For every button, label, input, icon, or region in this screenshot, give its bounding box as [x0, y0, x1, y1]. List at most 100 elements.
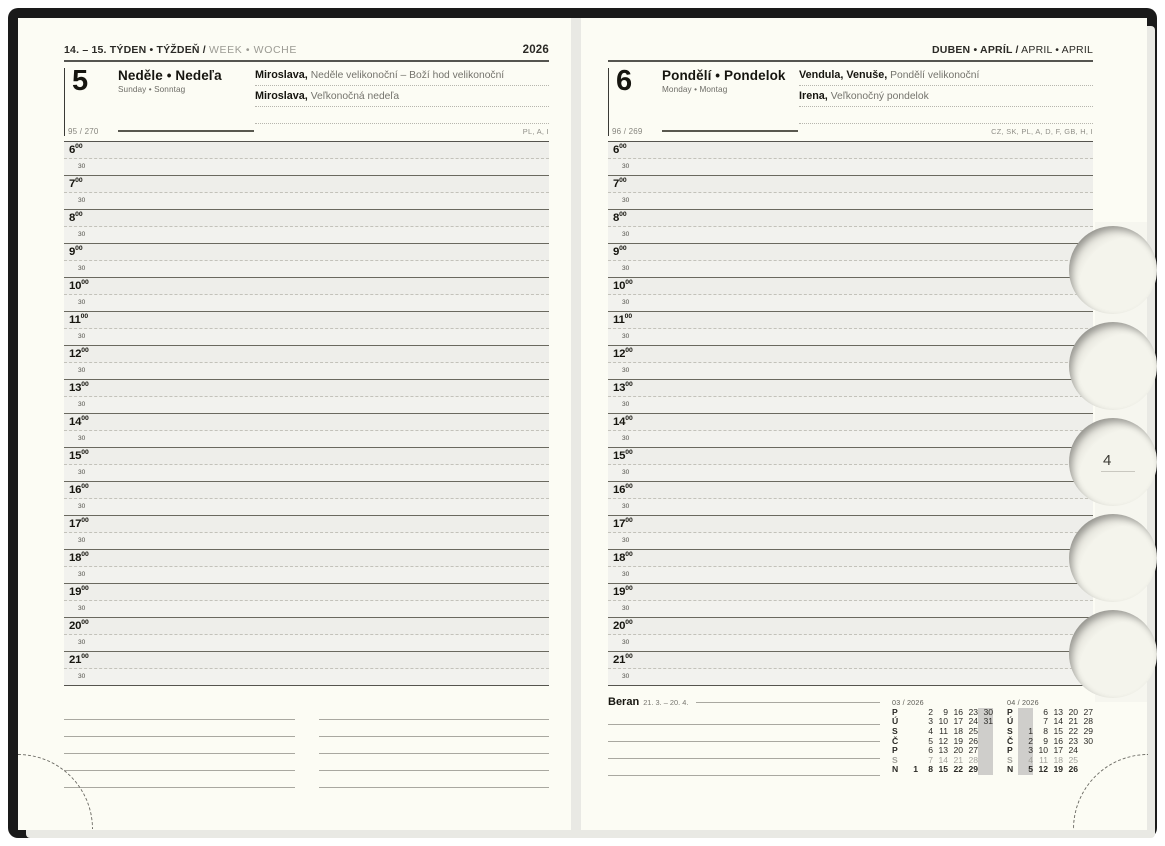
calendar-day[interactable]: 14 — [1053, 716, 1063, 727]
calendar-day[interactable]: 1 — [1028, 725, 1033, 736]
calendar-day[interactable]: 20 — [953, 745, 963, 756]
note-line[interactable] — [608, 742, 880, 759]
hour-block[interactable]: 1200 30 — [608, 345, 1093, 380]
hour-block[interactable]: 1400 30 — [64, 413, 549, 448]
calendar-day[interactable]: 21 — [953, 754, 963, 765]
hour-row[interactable]: 2000 — [608, 617, 1093, 635]
hour-row[interactable]: 600 — [64, 141, 549, 159]
thumb-tab[interactable] — [1069, 222, 1157, 318]
calendar-day[interactable] — [903, 708, 918, 718]
half-hour-row[interactable]: 30 — [64, 226, 549, 244]
calendar-day[interactable]: 7 — [1043, 716, 1048, 727]
calendar-day[interactable] — [1078, 756, 1093, 766]
hour-block[interactable]: 1200 30 — [64, 345, 549, 380]
calendar-day[interactable]: 25 — [1068, 754, 1078, 765]
hour-row[interactable]: 1200 — [64, 345, 549, 363]
hour-block[interactable]: 800 30 — [608, 209, 1093, 244]
half-hour-row[interactable]: 30 — [64, 362, 549, 380]
calendar-day[interactable] — [903, 727, 918, 737]
half-hour-row[interactable]: 30 — [608, 328, 1093, 346]
hour-block[interactable]: 1500 30 — [64, 447, 549, 482]
half-hour-row[interactable]: 30 — [64, 430, 549, 448]
half-hour-row[interactable]: 30 — [608, 294, 1093, 312]
hour-row[interactable]: 1900 — [64, 583, 549, 601]
calendar-day[interactable]: 3 — [928, 716, 933, 727]
note-line[interactable] — [64, 737, 295, 754]
hour-row[interactable]: 1700 — [64, 515, 549, 533]
hour-block[interactable]: 2100 30 — [64, 651, 549, 686]
half-hour-row[interactable]: 30 — [608, 566, 1093, 584]
calendar-day[interactable]: 13 — [1053, 706, 1063, 717]
calendar-day[interactable]: 6 — [928, 745, 933, 756]
half-hour-row[interactable]: 30 — [64, 634, 549, 652]
hour-block[interactable]: 1800 30 — [608, 549, 1093, 584]
half-hour-row[interactable]: 30 — [64, 600, 549, 618]
calendar-day[interactable]: 2 — [928, 706, 933, 717]
right-schedule[interactable]: 600 30 700 30 800 30 900 30 1000 30 1100 30 1200 30 13… — [608, 140, 1093, 686]
hour-block[interactable]: 2100 30 — [608, 651, 1093, 686]
half-hour-row[interactable]: 30 — [608, 668, 1093, 686]
calendar-day[interactable]: 17 — [953, 716, 963, 727]
half-hour-row[interactable]: 30 — [64, 464, 549, 482]
hour-row[interactable]: 1600 — [64, 481, 549, 499]
hour-block[interactable]: 1700 30 — [608, 515, 1093, 550]
calendar-day[interactable]: 10 — [938, 716, 948, 727]
hour-row[interactable]: 1700 — [608, 515, 1093, 533]
thumb-tab[interactable]: 4 — [1069, 414, 1157, 510]
calendar-day[interactable]: 14 — [938, 754, 948, 765]
calendar-day[interactable]: 6 — [1043, 706, 1048, 717]
hour-row[interactable]: 900 — [608, 243, 1093, 261]
hour-row[interactable]: 1000 — [64, 277, 549, 295]
calendar-day[interactable] — [903, 717, 918, 727]
calendar-day[interactable] — [903, 737, 918, 747]
calendar-day[interactable]: 28 — [968, 754, 978, 765]
hour-block[interactable]: 1900 30 — [64, 583, 549, 618]
calendar-day[interactable]: 15 — [1053, 725, 1063, 736]
calendar-day[interactable]: 12 — [938, 735, 948, 746]
hour-row[interactable]: 1200 — [608, 345, 1093, 363]
half-hour-row[interactable]: 30 — [64, 260, 549, 278]
calendar-day[interactable]: 17 — [1053, 745, 1063, 756]
calendar-day[interactable] — [903, 746, 918, 756]
hour-block[interactable]: 1600 30 — [608, 481, 1093, 516]
hour-block[interactable]: 700 30 — [64, 175, 549, 210]
calendar-day[interactable]: 11 — [939, 725, 948, 736]
hour-block[interactable]: 1100 30 — [64, 311, 549, 346]
calendar-day[interactable]: 30 — [983, 706, 993, 717]
hour-row[interactable]: 800 — [64, 209, 549, 227]
half-hour-row[interactable]: 30 — [608, 430, 1093, 448]
calendar-day[interactable] — [978, 737, 993, 747]
note-line[interactable] — [318, 737, 549, 754]
note-line[interactable] — [318, 720, 549, 737]
calendar-day[interactable] — [978, 727, 993, 737]
calendar-day[interactable]: 19 — [1053, 764, 1063, 775]
calendar-day[interactable]: 15 — [938, 764, 948, 775]
hour-row[interactable]: 600 — [608, 141, 1093, 159]
hour-block[interactable]: 900 30 — [608, 243, 1093, 278]
calendar-day[interactable]: 24 — [968, 716, 978, 727]
note-line[interactable] — [64, 771, 295, 788]
calendar-day[interactable]: 11 — [1039, 754, 1048, 765]
note-line[interactable] — [608, 708, 880, 725]
left-notes-col-1[interactable] — [64, 703, 295, 788]
left-notes-col-2[interactable] — [318, 703, 549, 788]
calendar-day[interactable]: 26 — [968, 735, 978, 746]
hour-row[interactable]: 1900 — [608, 583, 1093, 601]
half-hour-row[interactable]: 30 — [608, 158, 1093, 176]
calendar-day[interactable]: 31 — [983, 716, 993, 727]
calendar-day[interactable]: 23 — [1068, 735, 1078, 746]
half-hour-row[interactable]: 30 — [608, 532, 1093, 550]
half-hour-row[interactable]: 30 — [608, 396, 1093, 414]
hour-block[interactable]: 600 30 — [608, 141, 1093, 176]
note-line[interactable] — [318, 754, 549, 771]
hour-row[interactable]: 1500 — [64, 447, 549, 465]
hour-row[interactable]: 900 — [64, 243, 549, 261]
calendar-day[interactable]: 13 — [938, 745, 948, 756]
hour-block[interactable]: 1500 30 — [608, 447, 1093, 482]
calendar-day[interactable]: 20 — [1068, 706, 1078, 717]
hour-block[interactable]: 1000 30 — [64, 277, 549, 312]
calendar-day[interactable]: 18 — [1053, 754, 1063, 765]
hour-block[interactable]: 1700 30 — [64, 515, 549, 550]
calendar-day[interactable]: 18 — [953, 725, 963, 736]
hour-row[interactable]: 800 — [608, 209, 1093, 227]
